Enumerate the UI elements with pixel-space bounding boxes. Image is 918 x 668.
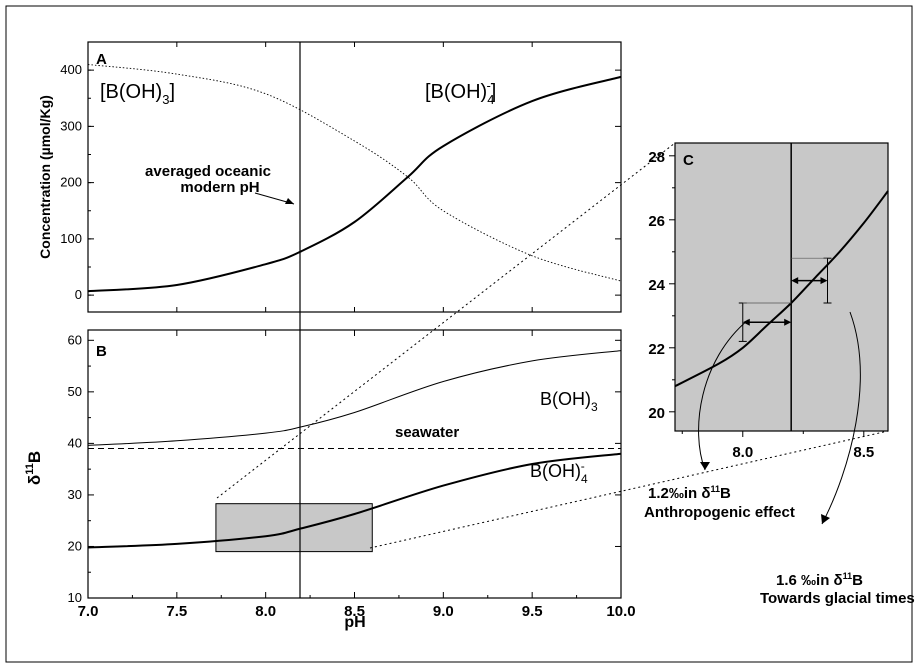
- panel-b-x-tick-label: 8.5: [344, 603, 365, 620]
- panel-a-y-axis-label: Concentration (µmol/Kg): [37, 95, 53, 259]
- glacial-sup: 11: [843, 571, 853, 581]
- series-line-b-b-oh-4: [87, 452, 622, 549]
- panel-c-plot: [674, 143, 889, 431]
- panel-a-plot: [87, 64, 622, 293]
- anthropogenic-sup: 11: [710, 484, 720, 494]
- borate-species-label-a: [B(OH)4-]: [425, 78, 496, 107]
- anthropogenic-unit: ‰in δ: [669, 485, 711, 502]
- panel-b-x-tick-label: 7.5: [166, 603, 187, 620]
- panel-a-y-tick-label: 200: [60, 175, 82, 190]
- panel-a-y-tick-label: 300: [60, 118, 82, 133]
- panel-b-plot: [87, 350, 622, 549]
- panel-c-label: C: [683, 152, 694, 169]
- panel-a-label: A: [96, 51, 107, 68]
- panel-b-x-tick-label: 10.0: [606, 603, 635, 620]
- ylabel-delta: δ: [25, 475, 44, 485]
- panel-c: C 2022242628 8.08.5 1.2‰in δ11B Anthropo…: [644, 142, 915, 607]
- panel-c-y-axis: 2022242628: [648, 149, 675, 422]
- borate-a-sub: 4: [487, 92, 494, 107]
- anthropogenic-effect-label: Anthropogenic effect: [644, 504, 795, 521]
- panel-b-x-axis-label: pH: [344, 614, 365, 631]
- panel-b-y-tick-label: 50: [68, 384, 82, 399]
- panel-b-y-axis-label: δ11B: [24, 451, 44, 485]
- seawater-label: seawater: [395, 424, 459, 441]
- panel-a-y-tick-label: 0: [75, 287, 82, 302]
- series-line-a-b-oh-4: [87, 75, 622, 293]
- borate-a-main: [B(OH): [425, 81, 487, 103]
- panel-b: B 10 20 30 40 50 60 7.0 7.5 8.0 8.5 9.0 9.5 10.0 pH…: [24, 329, 636, 631]
- ylabel-tail: B: [25, 451, 44, 463]
- panel-b-x-tick-label: 8.0: [255, 603, 276, 620]
- borate-species-label-b: B(OH)4-: [530, 459, 588, 486]
- anthropogenic-value: 1.2: [648, 485, 669, 502]
- panel-a-y-tick-label: 100: [60, 231, 82, 246]
- modern-ph-arrowhead: [285, 198, 294, 204]
- borate-a-sup: -: [486, 78, 490, 93]
- anthropogenic-tail: B: [720, 485, 731, 502]
- panel-b-y-axis: 10 20 30 40 50 60: [68, 332, 621, 605]
- panel-b-y-tick-label: 20: [68, 538, 82, 553]
- panel-c-y-tick-label: 22: [648, 341, 665, 358]
- panel-b-y-tick-label: 10: [68, 590, 82, 605]
- glacial-unit: ‰in δ: [797, 572, 843, 589]
- glacial-arrowhead: [821, 514, 830, 524]
- panel-c-x-tick-label: 8.5: [853, 444, 874, 461]
- panel-c-y-tick-label: 24: [648, 277, 665, 294]
- acid-species-label-b: B(OH)3: [540, 389, 598, 414]
- glacial-value-label: 1.6 ‰in δ11B: [776, 571, 863, 589]
- anthropogenic-arrow: [698, 319, 749, 471]
- anthropogenic-arrowhead: [700, 462, 710, 470]
- series-line-c-b-oh-4: [674, 190, 889, 388]
- panel-b-x-tick-label: 9.5: [522, 603, 543, 620]
- modern-ph-label-line2: modern pH: [180, 179, 259, 196]
- zoom-connector-top: [216, 142, 676, 499]
- highlight-box-rect: [215, 503, 373, 553]
- panel-c-x-axis: 8.0 8.5: [681, 431, 874, 461]
- panel-a-y-tick-label: 400: [60, 62, 82, 77]
- highlight-box: [215, 503, 373, 553]
- anthropogenic-value-label: 1.2‰in δ11B: [648, 484, 731, 502]
- panel-c-y-tick-label: 26: [648, 213, 665, 230]
- zoom-connector-bottom: [369, 430, 889, 549]
- borate-b-sup: -: [581, 459, 585, 473]
- modern-ph-label-line1: averaged oceanic: [145, 163, 271, 180]
- glacial-effect-label: Towards glacial times: [760, 590, 915, 607]
- series-line-a-b-oh-3: [87, 64, 622, 282]
- figure-border: [5, 5, 913, 663]
- effect-arrowhead-right-1: [820, 277, 828, 285]
- glacial-tail: B: [852, 572, 863, 589]
- borate-b-sub: 4: [581, 472, 588, 486]
- panel-b-label: B: [96, 343, 107, 360]
- panel-b-x-tick-label: 7.0: [78, 603, 99, 620]
- panel-c-y-tick-label: 20: [648, 405, 665, 422]
- panel-c-x-tick-label: 8.0: [732, 444, 753, 461]
- panel-c-frame: [674, 142, 889, 432]
- panel-a-y-axis: 0 100 200 300 400: [60, 42, 622, 312]
- panel-b-x-tick-label: 9.0: [433, 603, 454, 620]
- series-line-b-b-oh-3: [87, 350, 622, 446]
- glacial-value: 1.6: [776, 572, 797, 589]
- borate-a-close: ]: [491, 81, 497, 103]
- borate-b-main: B(OH): [530, 461, 581, 481]
- panel-b-x-axis: 7.0 7.5 8.0 8.5 9.0 9.5 10.0: [78, 330, 636, 620]
- acid-species-label-a: [B(OH)3]: [100, 81, 175, 107]
- panel-b-y-tick-label: 40: [68, 435, 82, 450]
- effect-arrowhead-left-1: [791, 277, 799, 285]
- glacial-arrow: [821, 311, 861, 525]
- panel-b-y-tick-label: 30: [68, 487, 82, 502]
- ylabel-sup: 11: [24, 463, 36, 475]
- panel-b-y-tick-label: 60: [68, 332, 82, 347]
- effect-arrowhead-right-0: [784, 318, 792, 326]
